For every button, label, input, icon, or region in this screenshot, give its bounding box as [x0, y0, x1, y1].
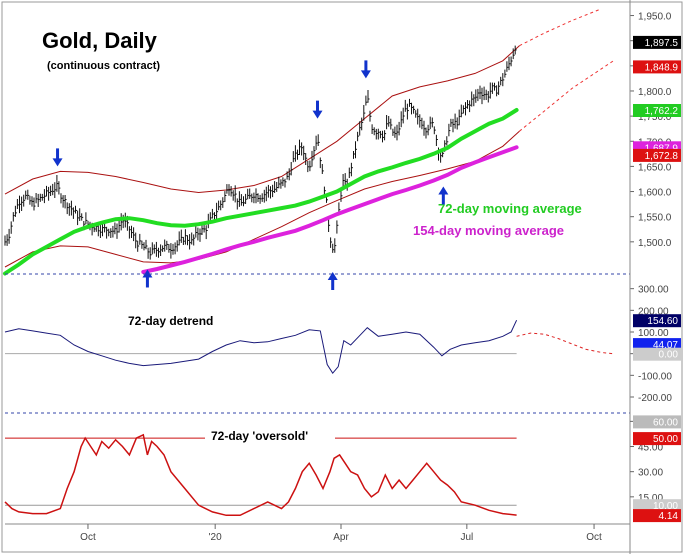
detrend-tick-label-4: -100.00	[638, 371, 672, 382]
price-band-0	[4, 45, 520, 195]
detrend-tag-bg-2	[633, 347, 681, 361]
detrend-tag-bg-0	[633, 314, 681, 328]
ma-label-1: 154-day moving average	[413, 223, 564, 238]
oversold-tag-bg-2	[633, 499, 681, 513]
detrend-tick-label-1: 200.00	[638, 306, 669, 317]
price-tag-bg-2	[633, 104, 681, 117]
detrend-tick-label-5: -200.00	[638, 393, 672, 404]
price-tick-label-9: 1,500.0	[638, 238, 672, 249]
oversold-label-bg	[205, 428, 335, 443]
price-tag-0: 1,897.5	[645, 38, 679, 49]
x-tick-label-1: '20	[209, 532, 222, 543]
detrend-tick-label-0: 300.00	[638, 285, 669, 296]
oversold-tick-label-2: 30.00	[638, 468, 663, 479]
x-tick-label-3: Jul	[460, 532, 473, 543]
oversold-tick-label-1: 45.00	[638, 443, 663, 454]
price-tag-bg-1	[633, 60, 681, 74]
price-tag-bg-4	[633, 148, 681, 162]
price-tag-4: 1,672.8	[645, 151, 679, 162]
price-tag-1: 1,848.9	[645, 62, 679, 73]
oversold-tag-bg-1	[633, 432, 681, 446]
detrend-tag-0: 154.60	[647, 316, 678, 327]
detrend-tick-label-2: 100.00	[638, 328, 669, 339]
arrow-head	[52, 158, 63, 167]
price-tag-2: 1,762.2	[645, 106, 679, 117]
price-tick-label-8: 1,550.0	[638, 213, 672, 224]
detrend-label: 72-day detrend	[128, 314, 213, 328]
x-tick-label-0: Oct	[80, 532, 96, 543]
oversold-tag-bg-3	[633, 509, 681, 523]
price-band-1	[4, 130, 520, 268]
oversold-panel: 72-day 'oversold'60.0045.0030.0015.0060.…	[4, 0, 681, 554]
oversold-tag-0: 60.00	[653, 417, 678, 428]
price-tick-label-7: 1,600.0	[638, 188, 672, 199]
price-tag-3: 1,687.9	[645, 143, 679, 154]
price-band-3	[519, 60, 614, 132]
ma-line-1	[141, 145, 519, 274]
arrow-head	[142, 269, 153, 278]
down-arrow-icon-4	[360, 60, 371, 79]
price-tick-label-4: 1,750.0	[638, 112, 672, 123]
detrend-tag-1: 44.07	[653, 340, 678, 351]
ma-label-0: 72-day moving average	[438, 201, 582, 216]
chart-subtitle: (continuous contract)	[47, 60, 160, 72]
down-arrow-icon-2	[312, 100, 323, 119]
down-arrow-icon-0	[52, 148, 63, 167]
detrend-line-1	[516, 332, 614, 355]
detrend-line-0	[4, 319, 518, 375]
ma-line-0	[3, 108, 519, 276]
price-tick-label-0: 1,950.0	[638, 12, 672, 23]
x-axis: Oct '20 Apr Jul Oct	[5, 523, 630, 543]
oversold-tag-bg-0	[633, 415, 681, 429]
oversold-tag-1: 50.00	[653, 434, 678, 445]
price-tick-label-3: 1,800.0	[638, 87, 672, 98]
oversold-tick-label-3: 15.00	[638, 493, 663, 504]
up-arrow-icon-1	[142, 269, 153, 288]
x-tick-label-4: Oct	[586, 532, 602, 543]
price-tag-bg-0	[633, 35, 681, 49]
up-arrow-icon-5	[438, 186, 449, 205]
oversold-tag-2: 10.00	[653, 501, 678, 512]
price-tick-label-6: 1,650.0	[638, 162, 672, 173]
oversold-line	[4, 433, 517, 517]
arrow-head	[438, 186, 449, 195]
price-panel: 72-day moving average 154-day moving aver…	[3, 0, 681, 554]
detrend-tag-2: 0.00	[659, 350, 679, 361]
oversold-label: 72-day 'oversold'	[211, 429, 308, 443]
arrow-head	[312, 110, 323, 119]
price-band-2	[519, 9, 600, 47]
oversold-tag-3: 4.14	[659, 511, 679, 522]
up-arrow-icon-3	[327, 272, 338, 290]
arrow-head	[360, 70, 371, 79]
chart-title: Gold, Daily	[42, 28, 158, 53]
arrow-head	[327, 272, 338, 280]
x-tick-label-2: Apr	[333, 532, 349, 543]
